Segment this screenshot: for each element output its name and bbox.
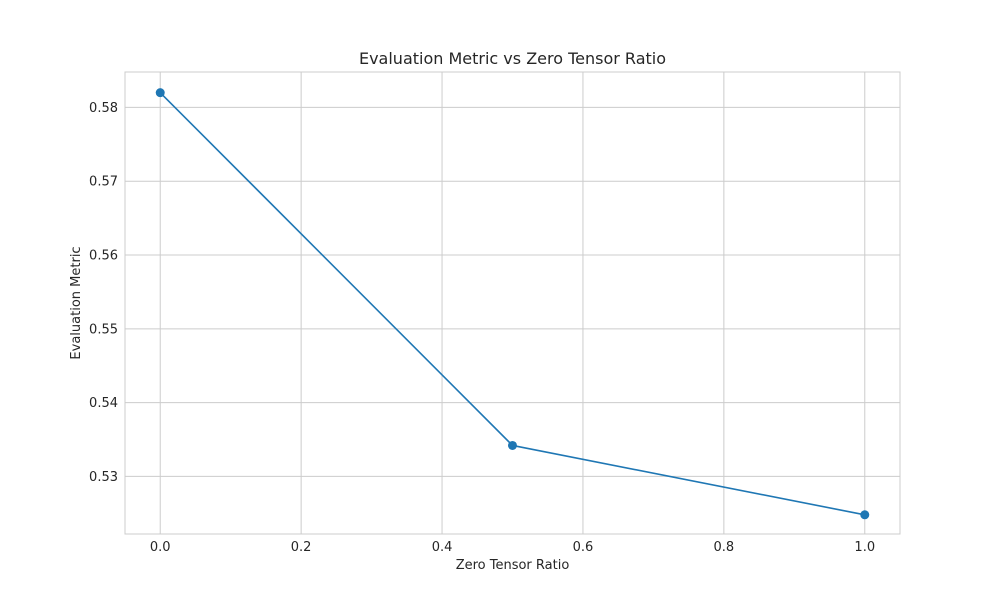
y-tick-label: 0.55 [89, 322, 118, 337]
data-point-marker [860, 510, 870, 520]
x-tick-label: 1.0 [854, 540, 875, 555]
y-axis-label: Evaluation Metric [69, 246, 84, 359]
y-axis-ticks: 0.53 0.54 0.55 0.56 0.57 0.58 [89, 101, 118, 485]
x-axis-label: Zero Tensor Ratio [456, 558, 570, 573]
y-tick-label: 0.57 [89, 175, 118, 190]
data-point-marker [155, 88, 165, 98]
series-line [159, 92, 865, 516]
y-tick-label: 0.54 [89, 396, 118, 411]
x-tick-label: 0.6 [573, 540, 594, 555]
y-tick-label: 0.53 [89, 470, 118, 485]
x-tick-label: 0.2 [291, 540, 312, 555]
y-tick-label: 0.56 [89, 249, 118, 264]
x-tick-label: 0.4 [432, 540, 453, 555]
chart-title: Evaluation Metric vs Zero Tensor Ratio [359, 49, 666, 68]
data-series [155, 88, 870, 520]
x-axis-ticks: 0.0 0.2 0.4 0.6 0.8 1.0 [150, 540, 875, 555]
x-tick-label: 0.8 [714, 540, 735, 555]
y-tick-label: 0.58 [89, 101, 118, 116]
x-tick-label: 0.0 [150, 540, 171, 555]
grid-lines [125, 72, 900, 534]
data-point-marker [508, 440, 517, 450]
plot-area-frame [124, 71, 901, 535]
